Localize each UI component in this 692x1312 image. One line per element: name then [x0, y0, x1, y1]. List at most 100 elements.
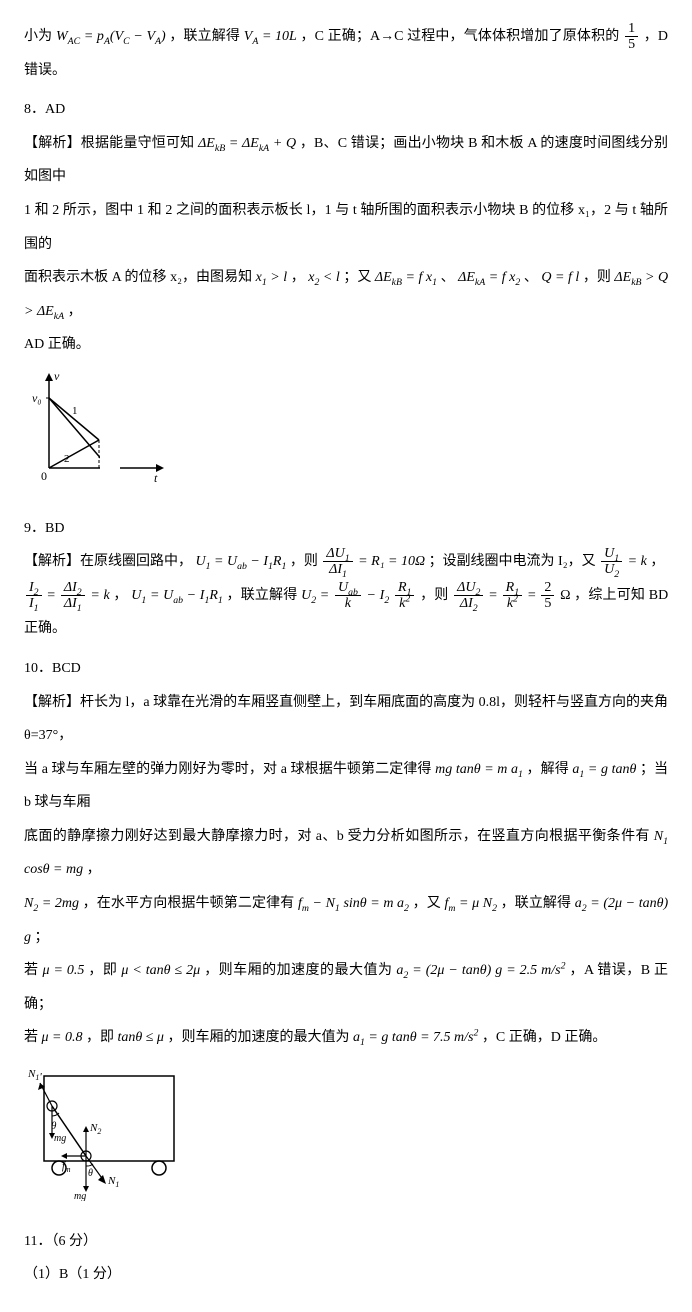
force-N1p-label: N1': [27, 1068, 42, 1083]
eq: VA = 10L: [244, 29, 297, 44]
eq: = k: [90, 588, 109, 603]
text: 若: [24, 1030, 38, 1045]
text: ，: [68, 304, 82, 319]
eq: − I2: [367, 588, 393, 603]
q8-p2: 1 和 2 所示，图中 1 和 2 之间的面积表示板长 l，1 与 t 轴所围的…: [24, 194, 668, 261]
denominator: k: [335, 596, 361, 611]
text: ；设副线圈中电流为 I₂，又: [429, 554, 596, 569]
eq: μ = 0.8: [42, 1030, 83, 1045]
eq: x1 > l: [256, 270, 288, 285]
line2-label: 2: [64, 453, 70, 465]
denominator: 5: [541, 596, 554, 611]
fraction: 1 5: [625, 21, 638, 53]
q10-p1: 【解析】杆长为 l，a 球靠在光滑的车厢竖直侧壁上，到车厢底面的高度为 0.8l…: [24, 686, 668, 753]
q7-tail-line: 小为 WAC = pA(VC − VA) ，联立解得 VA = 10L ，C 正…: [24, 20, 668, 87]
text: ，: [291, 270, 305, 285]
denominator: ΔI1: [61, 596, 85, 611]
force-fm-label: fm: [62, 1161, 71, 1174]
q11-sub1: （1）B（1 分）: [24, 1258, 668, 1292]
q8-vt-graph: v v₀ 1 2 0 t: [24, 368, 668, 502]
q8-p3: 面积表示木板 A 的位移 x₂，由图易知 x1 > l ， x2 < l ；又 …: [24, 261, 668, 328]
denominator: ΔI1: [323, 562, 352, 577]
q8-p1: 【解析】根据能量守恒可知 ΔEkB = ΔEkA + Q ，B、C 错误；画出小…: [24, 127, 668, 194]
numerator: ΔU2: [454, 580, 483, 596]
eq: Q = f l: [541, 270, 579, 285]
text: ；又: [343, 270, 371, 285]
eq: a1 = g tanθ = 7.5 m/s2: [353, 1030, 478, 1045]
axis-t-label: t: [154, 471, 158, 485]
numerator: 2: [541, 580, 554, 596]
numerator: U1: [601, 546, 622, 562]
text: 、: [524, 270, 538, 285]
eq: = R₁ = 10Ω: [358, 554, 425, 569]
numerator: I2: [26, 580, 42, 596]
fraction: R1 k2: [395, 580, 414, 612]
force-N1-label: N1: [107, 1175, 119, 1189]
text: ，即: [88, 963, 117, 978]
fraction: I2 I1: [26, 580, 42, 612]
text: 小为: [24, 29, 52, 44]
denominator: 5: [625, 37, 638, 52]
eq: μ < tanθ ≤ 2μ: [121, 963, 200, 978]
fraction: U1 U2: [601, 546, 622, 578]
q10-p2: 当 a 球与车厢左壁的弹力刚好为零时，对 a 球根据牛顿第二定律得 mg tan…: [24, 753, 668, 820]
eq: a1 = g tanθ: [572, 762, 636, 777]
q10-head: 10．BCD: [24, 652, 668, 686]
eq: = k: [628, 554, 647, 569]
eq: U1 = Uab − I1R1: [196, 554, 287, 569]
eq: U1 = Uab − I1R1: [131, 588, 223, 603]
text: 【解析】在原线圈回路中，: [24, 554, 192, 569]
text: ，则: [583, 270, 611, 285]
text: ，解得: [527, 762, 569, 777]
q10-p3: 底面的静摩擦力刚好达到最大静摩擦力时，对 a、b 受力分析如图所示，在竖直方向根…: [24, 820, 668, 887]
text: =: [47, 588, 59, 603]
text: =: [489, 588, 501, 603]
text: 当 a 球与车厢左壁的弹力刚好为零时，对 a 球根据牛顿第二定律得: [24, 762, 432, 777]
fraction: ΔI2 ΔI1: [61, 580, 85, 612]
origin-label: 0: [41, 469, 47, 483]
v0-label: v₀: [32, 391, 42, 405]
eq: ΔEkB = ΔEkA + Q: [198, 136, 296, 151]
fraction: Uab k: [335, 580, 361, 612]
eq: fm = μ N2: [444, 896, 497, 911]
text: ，C 正确；A→C 过程中，气体体积增加了原体积的: [301, 29, 620, 44]
text: ，又: [413, 896, 441, 911]
q10-p4: N2 = 2mg ，在水平方向根据牛顿第二定律有 fm − N1 sinθ = …: [24, 887, 668, 954]
line1-label: 1: [72, 405, 78, 417]
text: ，联立解得: [501, 896, 572, 911]
q8-p4: AD 正确。: [24, 328, 668, 362]
eq: tanθ ≤ μ: [117, 1030, 163, 1045]
denominator: k2: [503, 596, 522, 611]
text: ，则: [290, 554, 318, 569]
q9-head: 9．BD: [24, 512, 668, 546]
eq: WAC = pA(VC − VA): [56, 29, 166, 44]
numerator: ΔU1: [323, 546, 352, 562]
text: ，: [650, 554, 664, 569]
text: 若: [24, 963, 38, 978]
denominator: k2: [395, 596, 414, 611]
eq: fm − N1 sinθ = m a2: [298, 896, 409, 911]
denominator: I1: [26, 596, 42, 611]
q8-head: 8．AD: [24, 93, 668, 127]
unit: Ω: [560, 588, 570, 603]
fraction: ΔU2 ΔI2: [454, 580, 483, 612]
text: ，在水平方向根据牛顿第二定律有: [83, 896, 295, 911]
text: ，则车厢的加速度的最大值为: [167, 1030, 349, 1045]
text: ，: [113, 588, 127, 603]
denominator: ΔI2: [454, 596, 483, 611]
eq: mg tanθ = m a1: [435, 762, 523, 777]
q11-head: 11．（6 分）: [24, 1225, 668, 1259]
q9-p1: 【解析】在原线圈回路中， U1 = Uab − I1R1 ，则 ΔU1 ΔI1 …: [24, 545, 668, 579]
text: ，则车厢的加速度的最大值为: [204, 963, 392, 978]
eq: ΔEkA = f x2: [458, 270, 520, 285]
eq: N2 = 2mg: [24, 896, 79, 911]
theta-label-b: θ: [88, 1168, 93, 1179]
eq: ΔEkB = f x1: [375, 270, 437, 285]
numerator: 1: [625, 21, 638, 37]
q9-p2: I2 I1 = ΔI2 ΔI1 = k ， U1 = Uab − I1R1 ，联…: [24, 579, 668, 646]
text: ，联立解得: [169, 29, 240, 44]
eq: x2 < l: [308, 270, 340, 285]
axis-v-label: v: [54, 369, 60, 383]
eq: U2 =: [301, 588, 333, 603]
q10-p6: 若 μ = 0.8 ，即 tanθ ≤ μ ，则车厢的加速度的最大值为 a1 =…: [24, 1021, 668, 1055]
